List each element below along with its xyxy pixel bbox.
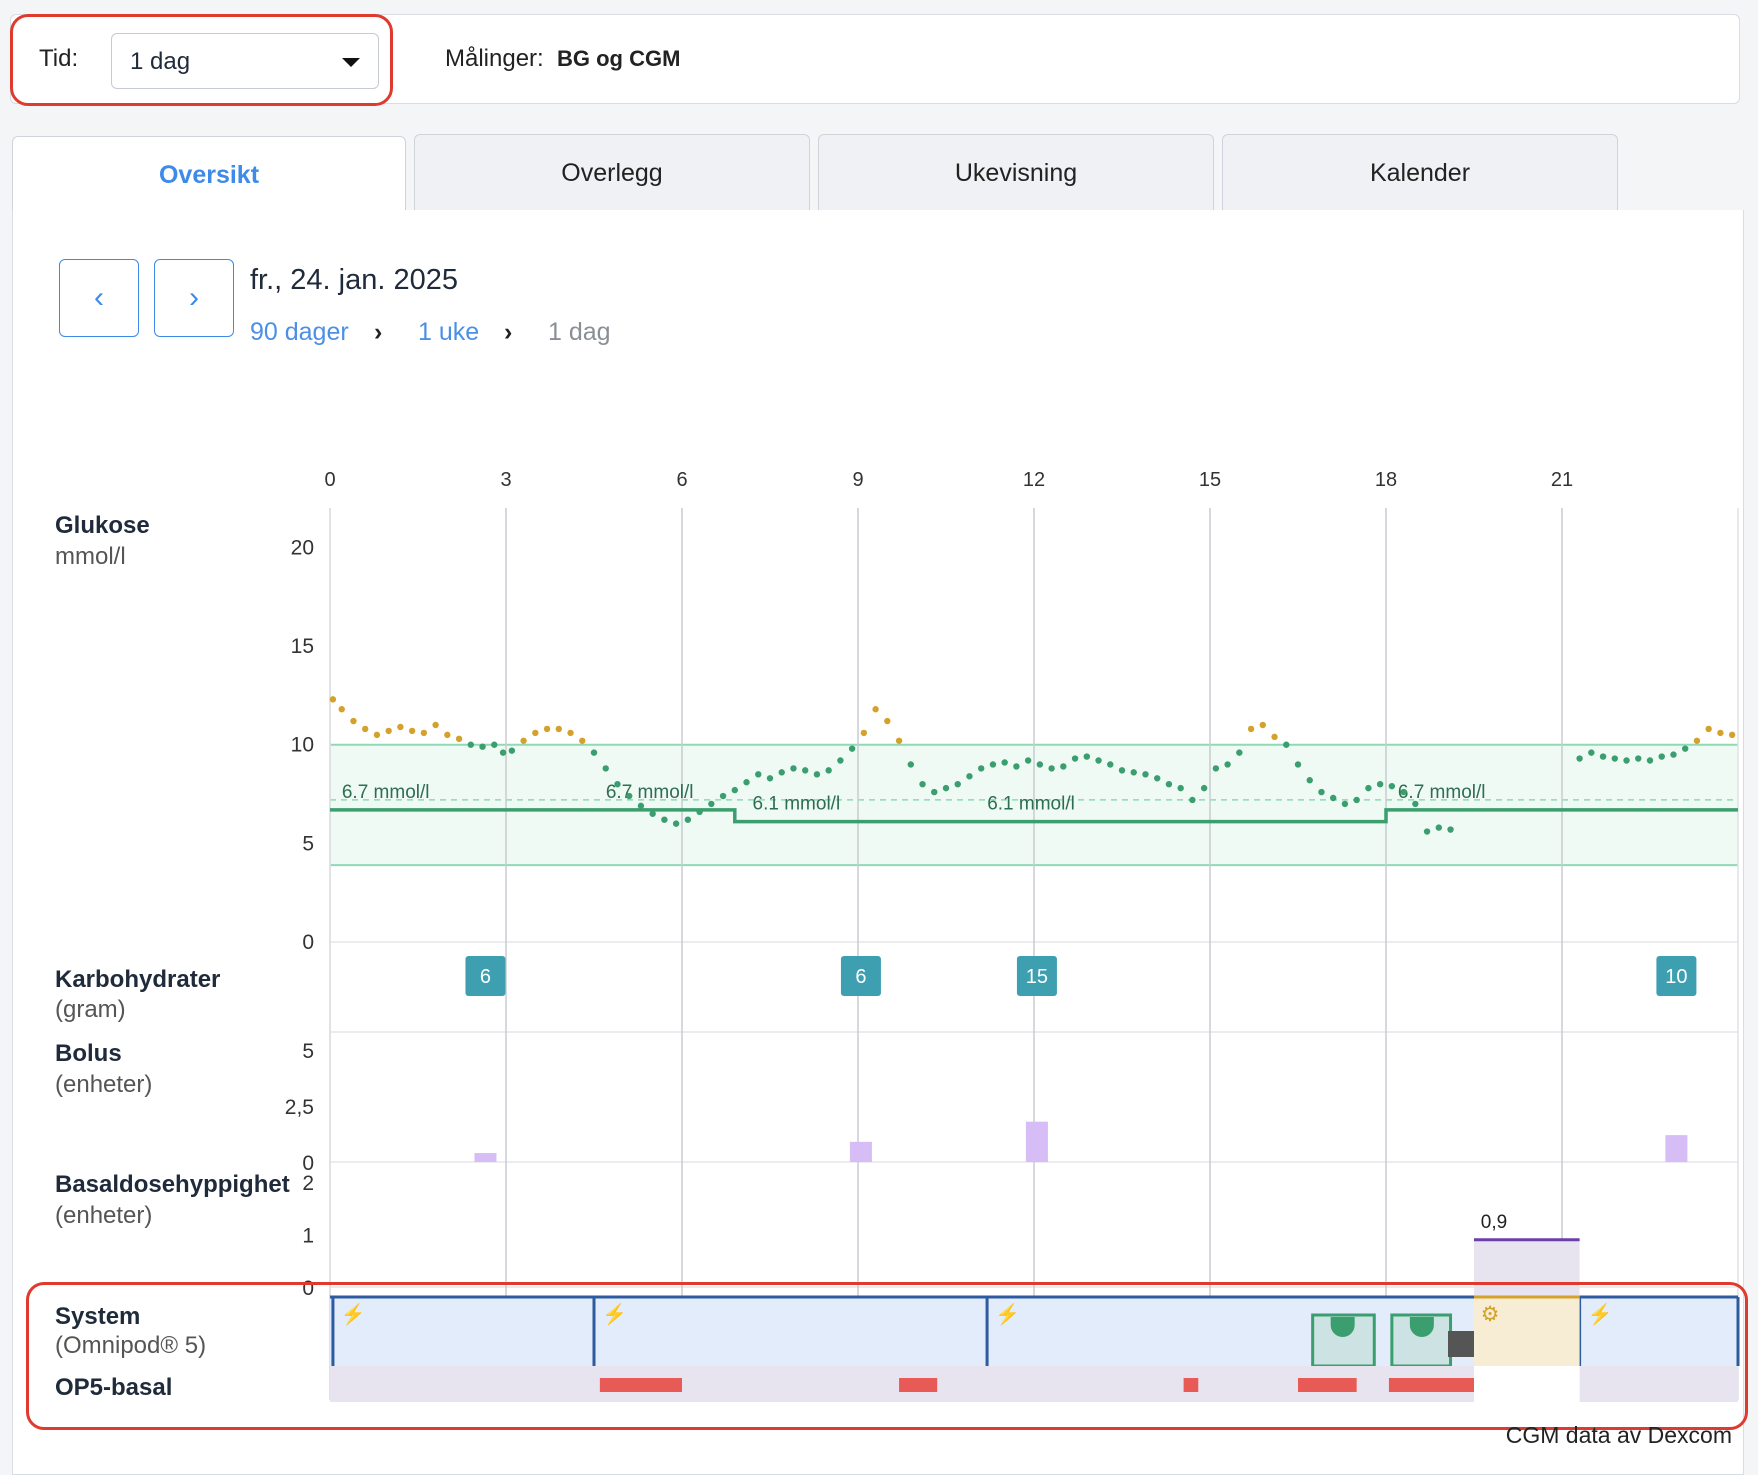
measurements-value: BG og CGM [557, 46, 681, 71]
bolus-unit: (enheter) [55, 1071, 153, 1098]
next-day-button[interactable]: › [154, 259, 234, 337]
breadcrumb-1-day: 1 dag [548, 318, 611, 346]
filter-bar: Tid: 1 dag Målinger: BG og CGM [10, 14, 1740, 104]
breadcrumb-90-days[interactable]: 90 dager [250, 318, 349, 346]
system-title: System [55, 1303, 141, 1330]
tab-oversikt[interactable]: Oversikt [12, 136, 406, 216]
tab-overlegg[interactable]: Overlegg [414, 134, 810, 210]
time-range-value: 1 dag [130, 48, 191, 75]
carbs-title: Karbohydrater [55, 966, 221, 993]
chevron-down-icon [342, 58, 360, 67]
chevron-right-icon: › [504, 318, 513, 346]
tab-ukevisning[interactable]: Ukevisning [818, 134, 1214, 210]
system-highlight-box [26, 1282, 1748, 1430]
tab-kalender[interactable]: Kalender [1222, 134, 1618, 210]
cgm-source-note: CGM data av Dexcom [1505, 1422, 1732, 1448]
carbs-unit: (gram) [55, 996, 126, 1023]
chevron-right-icon: › [374, 318, 383, 346]
time-label: Tid: [39, 45, 79, 72]
op5-basal-title: OP5-basal [55, 1374, 173, 1401]
glucose-unit: mmol/l [55, 543, 126, 570]
measurements-label: Målinger: [445, 45, 544, 72]
breadcrumb-1-week[interactable]: 1 uke [418, 318, 480, 346]
time-highlight-box [10, 14, 393, 106]
system-unit: (Omnipod® 5) [55, 1332, 207, 1359]
bolus-title: Bolus [55, 1040, 122, 1067]
previous-day-button[interactable]: ‹ [59, 259, 139, 337]
glucose-title: Glukose [55, 512, 150, 539]
time-range-select[interactable]: 1 dag [111, 33, 379, 89]
basal-unit: (enheter) [55, 1202, 153, 1229]
basal-title: Basaldosehyppighet [55, 1171, 290, 1198]
current-date: fr., 24. jan. 2025 [250, 264, 458, 296]
